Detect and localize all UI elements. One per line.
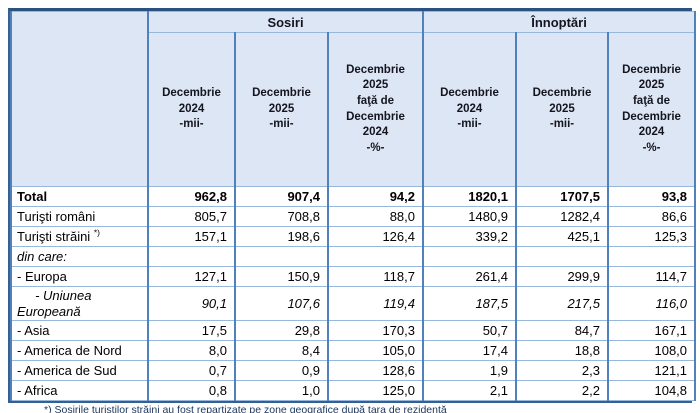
- tourism-stats-table: Sosiri Înnoptări Decembrie 2024 -mii- De…: [10, 11, 697, 402]
- value-cell: 425,1: [515, 226, 609, 247]
- row-label: - America de Sud: [10, 360, 149, 382]
- col-header-sosiri-percent: Decembrie 2025 faţă de Decembrie 2024 -%…: [327, 32, 424, 187]
- col-header-innoptari-dec2025: Decembrie 2025 -mii-: [515, 32, 609, 187]
- value-cell: 29,8: [234, 320, 329, 342]
- value-cell: 150,9: [234, 266, 329, 287]
- row-label: Turişti români: [10, 206, 149, 227]
- value-cell: 128,6: [327, 360, 424, 382]
- column-header-row: Decembrie 2024 -mii- Decembrie 2025 -mii…: [11, 32, 697, 187]
- row-label: - America de Nord: [10, 340, 149, 362]
- value-cell: 17,4: [422, 340, 517, 362]
- value-cell: 93,8: [606, 186, 697, 207]
- value-cell: 1820,1: [422, 186, 517, 207]
- value-cell: 114,7: [606, 266, 697, 287]
- table-row: - America de Nord 8,0 8,4 105,0 17,4 18,8 108,…: [10, 340, 697, 362]
- value-cell: 0,7: [147, 360, 236, 382]
- value-cell: 127,1: [147, 266, 236, 287]
- value-cell: 105,0: [327, 340, 424, 362]
- value-cell: 107,6: [234, 285, 329, 322]
- col-header-sosiri-dec2025: Decembrie 2025 -mii-: [234, 32, 329, 187]
- value-cell: 118,7: [327, 266, 424, 287]
- table-row: Turişti străini *) 157,1 198,6 126,4 339,2 42…: [10, 226, 697, 247]
- table-row: din care:: [10, 246, 697, 267]
- value-cell: 86,6: [606, 206, 697, 227]
- value-cell: 805,7: [147, 206, 236, 227]
- table-body: Total 962,8 907,4 94,2 1820,1 1707,5 93,8 Turiş…: [10, 186, 697, 402]
- value-cell: 116,0: [606, 285, 697, 322]
- value-cell: 126,4: [327, 226, 424, 247]
- row-label: Total: [10, 186, 149, 207]
- group-header-sosiri: Sosiri: [147, 11, 424, 33]
- value-cell: 217,5: [515, 285, 609, 322]
- row-label: - Uniunea Europeană: [10, 285, 149, 322]
- value-cell: 167,1: [606, 320, 697, 342]
- value-cell: 1,0: [234, 380, 329, 402]
- group-header-innoptari: Înnoptări: [421, 11, 697, 33]
- col-header-innoptari-percent: Decembrie 2025 faţă de Decembrie 2024 -%…: [606, 32, 697, 187]
- value-cell: 125,0: [327, 380, 424, 402]
- value-cell: 17,5: [147, 320, 236, 342]
- table-row: - America de Sud 0,7 0,9 128,6 1,9 2,3 121,1: [10, 360, 697, 382]
- value-cell: 1707,5: [515, 186, 609, 207]
- row-label: - Europa: [10, 266, 149, 287]
- row-label: - Asia: [10, 320, 149, 342]
- value-cell: 18,8: [515, 340, 609, 362]
- value-cell: 708,8: [234, 206, 329, 227]
- value-cell: 0,8: [147, 380, 236, 402]
- value-cell: 2,3: [515, 360, 609, 382]
- value-cell: 1,9: [422, 360, 517, 382]
- value-cell: [422, 246, 517, 267]
- footnote-clipped: *) Sosirile turiştilor străini au fost r…: [44, 404, 447, 413]
- table-row: Total 962,8 907,4 94,2 1820,1 1707,5 93,8: [10, 186, 697, 207]
- value-cell: 108,0: [606, 340, 697, 362]
- table-row: - Asia 17,5 29,8 170,3 50,7 84,7 167,1: [10, 320, 697, 342]
- col-header-sosiri-dec2024: Decembrie 2024 -mii-: [147, 32, 236, 187]
- value-cell: 1282,4: [515, 206, 609, 227]
- value-cell: 90,1: [147, 285, 236, 322]
- value-cell: [515, 246, 609, 267]
- value-cell: 8,0: [147, 340, 236, 362]
- value-cell: [147, 246, 236, 267]
- group-header-row: Sosiri Înnoptări: [10, 11, 697, 187]
- value-cell: 261,4: [422, 266, 517, 287]
- table-row: - Europa 127,1 150,9 118,7 261,4 299,9 114,7: [10, 266, 697, 287]
- value-cell: 8,4: [234, 340, 329, 362]
- value-cell: 907,4: [234, 186, 329, 207]
- corner-cell: [10, 11, 149, 187]
- tourism-table-frame: Sosiri Înnoptări Decembrie 2024 -mii- De…: [8, 8, 697, 404]
- value-cell: [234, 246, 329, 267]
- value-cell: [327, 246, 424, 267]
- row-label: Turişti străini *): [10, 226, 149, 247]
- footnote-marker: *): [93, 227, 100, 238]
- row-label: din care:: [10, 246, 149, 267]
- table-header: Sosiri Înnoptări Decembrie 2024 -mii- De…: [10, 11, 697, 187]
- value-cell: 88,0: [327, 206, 424, 227]
- value-cell: 2,1: [422, 380, 517, 402]
- value-cell: 187,5: [422, 285, 517, 322]
- value-cell: 1480,9: [422, 206, 517, 227]
- row-label: - Africa: [10, 380, 149, 402]
- value-cell: 119,4: [327, 285, 424, 322]
- value-cell: 2,2: [515, 380, 609, 402]
- value-cell: 50,7: [422, 320, 517, 342]
- value-cell: 0,9: [234, 360, 329, 382]
- value-cell: 339,2: [422, 226, 517, 247]
- table-row: - Uniunea Europeană 90,1 107,6 119,4 187,5 21…: [10, 285, 697, 322]
- value-cell: 157,1: [147, 226, 236, 247]
- value-cell: 104,8: [606, 380, 697, 402]
- table-row: Turişti români 805,7 708,8 88,0 1480,9 1282,4…: [10, 206, 697, 227]
- value-cell: 299,9: [515, 266, 609, 287]
- value-cell: [606, 246, 697, 267]
- value-cell: 198,6: [234, 226, 329, 247]
- value-cell: 94,2: [327, 186, 424, 207]
- value-cell: 170,3: [327, 320, 424, 342]
- value-cell: 125,3: [606, 226, 697, 247]
- table-row: - Africa 0,8 1,0 125,0 2,1 2,2 104,8: [10, 380, 697, 402]
- value-cell: 84,7: [515, 320, 609, 342]
- col-header-innoptari-dec2024: Decembrie 2024 -mii-: [422, 32, 517, 187]
- value-cell: 121,1: [606, 360, 697, 382]
- value-cell: 962,8: [147, 186, 236, 207]
